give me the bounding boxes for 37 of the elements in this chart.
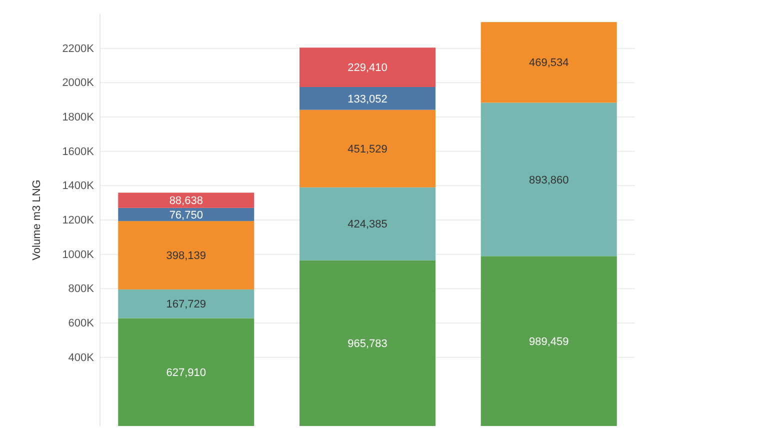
bar [299,260,436,426]
y-tick-label: 800K [68,283,95,296]
data-label: 76,750 [169,209,203,222]
data-label: 229,410 [348,62,388,74]
data-label: 893,860 [528,174,569,186]
y-tick-label: 1600K [62,146,95,158]
y-tick-label: 2000K [62,77,95,90]
bar [118,192,254,208]
bar [299,110,436,188]
data-label: 989,459 [528,336,569,348]
y-tick-label: 2200K [62,42,95,55]
bar [118,221,254,290]
data-label: 965,783 [348,338,388,350]
bar [299,87,436,110]
bar [480,256,617,426]
bar [480,102,617,256]
bar [118,289,254,318]
data-label: 167,729 [166,298,206,311]
bar [299,48,436,87]
data-label: 627,910 [166,366,206,379]
data-label: 451,529 [348,143,388,156]
y-tick-label: 1000K [62,248,95,261]
y-tick-label: 1400K [62,180,95,192]
y-tick-label: 400K [68,352,95,364]
data-label: 398,139 [166,250,206,262]
bar [118,318,254,426]
data-label: 88,638 [169,195,203,208]
data-label: 424,385 [348,218,388,231]
y-axis-title: Volume m3 LNG [31,180,43,260]
bar [118,208,254,222]
y-tick-label: 1800K [62,112,95,124]
bar [299,187,436,260]
data-label: 133,052 [348,93,388,106]
data-label: 469,534 [528,57,569,70]
y-tick-label: 1200K [62,214,95,227]
bar [480,22,617,103]
y-tick-label: 600K [68,318,95,330]
